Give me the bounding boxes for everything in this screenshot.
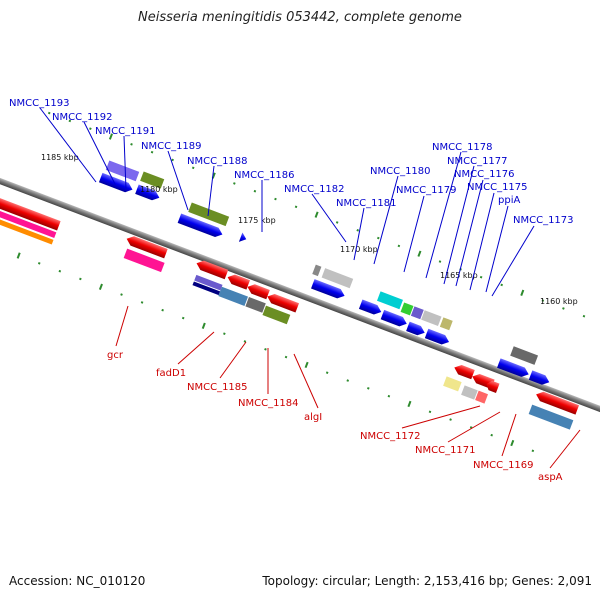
gene-left-red[interactable] [0,196,61,231]
gene-nmcc-1185-b[interactable] [192,281,221,296]
gene-nmcc-1181[interactable] [321,268,354,289]
scale-label-1175: 1175 kbp [238,216,276,225]
bottom-gene-labels: gcr fadD1 NMCC_1185 NMCC_1184 algI NMCC_… [107,305,581,483]
gene-nmcc-1192[interactable] [140,171,165,189]
gene-faddi[interactable] [195,259,229,280]
label-ppia: ppiA [498,195,520,206]
label-nmcc-1172: NMCC_1172 [360,431,421,442]
scale-label-1170: 1170 kbp [340,245,378,254]
label-gcr: gcr [107,350,124,361]
gene-fwd-14[interactable] [424,328,451,347]
genome-backbone [0,171,600,419]
gene-nmcc-1179[interactable] [376,291,403,310]
label-nmcc-1176: NMCC_1176 [454,169,515,180]
gene-nmcc-1172-a[interactable] [453,363,475,380]
scale-label-1180: 1180 kbp [140,185,178,194]
gene-fwd-17[interactable] [528,370,551,386]
label-nmcc-1171: NMCC_1171 [415,445,476,456]
label-nmcc-1178: NMCC_1178 [432,142,493,153]
label-nmcc-1181: NMCC_1181 [336,198,397,209]
label-nmcc-1186: NMCC_1186 [234,170,295,181]
gene-nmcc-1178[interactable] [400,302,414,316]
gene-nmcc-1176[interactable] [421,310,442,327]
gene-nmcc-1169-b[interactable] [485,379,500,393]
label-nmcc-1191: NMCC_1191 [95,126,156,137]
label-aspa: aspA [538,472,563,483]
gene-algi-b[interactable] [266,292,300,313]
gene-aspa[interactable] [528,404,574,430]
gene-nmcc-1173[interactable] [380,309,409,329]
gene-aspa-a[interactable] [534,390,580,415]
gene-nmcc-1169[interactable] [475,390,489,404]
gene-nmcc-1193-b[interactable] [98,172,134,194]
label-nmcc-1188: NMCC_1188 [187,156,248,167]
label-algi: algI [304,412,322,423]
upper-scale-track [47,111,586,318]
forward-strand-genes [98,160,551,386]
gene-nmcc-1186[interactable] [238,232,248,243]
gene-nmcc-1182[interactable] [312,264,322,277]
lower-scale-track [16,252,535,453]
accession-label: Accession: NC_010120 [9,574,146,588]
genome-summary: Topology: circular; Length: 2,153,416 bp… [262,574,592,588]
gene-algi-a[interactable] [246,282,270,300]
gene-fwd-15[interactable] [510,346,539,365]
gene-nmcc-1184-a[interactable] [226,272,250,290]
label-nmcc-1192: NMCC_1192 [52,112,113,123]
label-nmcc-1180: NMCC_1180 [370,166,431,177]
top-gene-labels: NMCC_1193 NMCC_1192 NMCC_1191 NMCC_1189 … [9,98,574,297]
gene-nmcc-1184[interactable] [218,286,249,306]
scale-label-1185: 1185 kbp [41,153,79,162]
gene-nmcc-1184-b[interactable] [245,297,266,313]
label-nmcc-1169: NMCC_1169 [473,460,534,471]
gene-nmcc-1185[interactable] [194,274,223,291]
label-nmcc-1179: NMCC_1179 [396,185,457,196]
gene-algi[interactable] [262,305,291,325]
gene-nmcc-1177[interactable] [410,306,424,320]
gene-fwd-16[interactable] [497,358,530,379]
gene-fwd-13[interactable] [406,321,426,338]
label-faddi: fadD1 [156,368,186,379]
reverse-strand-genes [0,196,580,430]
gene-ppia[interactable] [358,299,383,316]
label-nmcc-1184: NMCC_1184 [238,398,299,409]
label-nmcc-1173: NMCC_1173 [513,215,574,226]
gene-nmcc-1171[interactable] [461,385,478,400]
label-nmcc-1175: NMCC_1175 [467,182,528,193]
label-nmcc-1185-bottom: NMCC_1185 [187,382,248,393]
gene-nmcc-1191[interactable] [135,184,161,203]
label-nmcc-1182: NMCC_1182 [284,184,345,195]
gene-left-orange[interactable] [0,215,54,245]
gene-nmcc-1175[interactable] [439,317,453,331]
scale-label-1160: 1160 kbp [540,297,578,306]
map-title: Neisseria meningitidis 053442, complete … [138,10,462,25]
gene-nmcc-1188[interactable] [177,213,225,240]
label-nmcc-1193: NMCC_1193 [9,98,70,109]
label-nmcc-1177: NMCC_1177 [447,156,508,167]
gene-nmcc-1180[interactable] [311,279,346,300]
gene-left-pink[interactable] [0,207,57,239]
gene-nmcc-1193[interactable] [105,160,140,182]
gene-nmcc-1172[interactable] [443,376,462,392]
gene-gcr-pink[interactable] [123,248,165,273]
label-nmcc-1189: NMCC_1189 [141,141,202,152]
gene-gcr[interactable] [125,234,168,259]
